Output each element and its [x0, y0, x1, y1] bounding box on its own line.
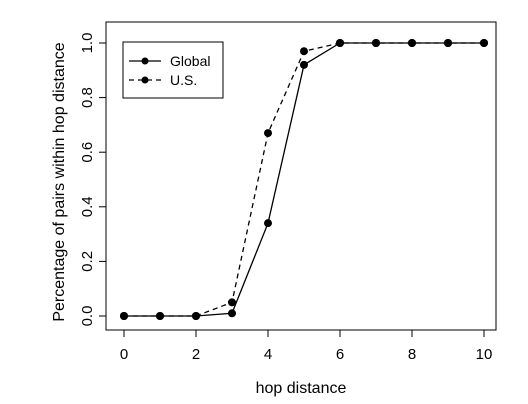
y-tick-label: 0.4 [79, 196, 96, 217]
y-axis-title: Percentage of pairs within hop distance [51, 42, 68, 321]
y-tick-label: 1.0 [79, 33, 96, 54]
legend: Global U.S. [122, 41, 224, 99]
data-point-u-s [228, 298, 236, 307]
y-tick-label: 0.6 [79, 142, 96, 163]
data-point-u-s [480, 39, 488, 47]
x-tick-label: 0 [120, 346, 128, 363]
data-point-u-s [336, 39, 344, 47]
y-tick-label: 0.2 [79, 251, 96, 272]
legend-label-global: Global [170, 53, 210, 69]
data-point-global [264, 219, 272, 228]
y-axis: 0.0 0.2 0.4 0.6 0.8 1.0 [79, 33, 107, 327]
legend-label-us: U.S. [170, 72, 197, 88]
data-point-u-s [264, 129, 272, 138]
x-tick-label: 6 [336, 346, 344, 363]
series-layer [120, 39, 488, 320]
x-tick-label: 10 [476, 346, 493, 363]
y-tick-label: 0.0 [79, 306, 96, 327]
x-axis: 0 2 4 6 8 10 [120, 329, 493, 363]
data-point-u-s [156, 312, 164, 320]
legend-box [122, 41, 224, 99]
x-tick-label: 8 [408, 346, 416, 363]
data-point-u-s [372, 39, 380, 47]
x-tick-label: 2 [192, 346, 200, 363]
data-point-u-s [192, 312, 200, 320]
y-tick-label: 0.8 [79, 87, 96, 108]
x-axis-title: hop distance [256, 380, 347, 397]
x-tick-label: 4 [264, 346, 272, 363]
data-point-u-s [408, 39, 416, 47]
data-point-u-s [444, 39, 452, 47]
legend-marker-us [141, 76, 149, 84]
data-point-u-s [120, 312, 128, 320]
legend-marker-global [141, 57, 149, 65]
data-point-u-s [300, 47, 308, 56]
data-point-global [228, 309, 236, 318]
data-point-global [300, 60, 308, 69]
